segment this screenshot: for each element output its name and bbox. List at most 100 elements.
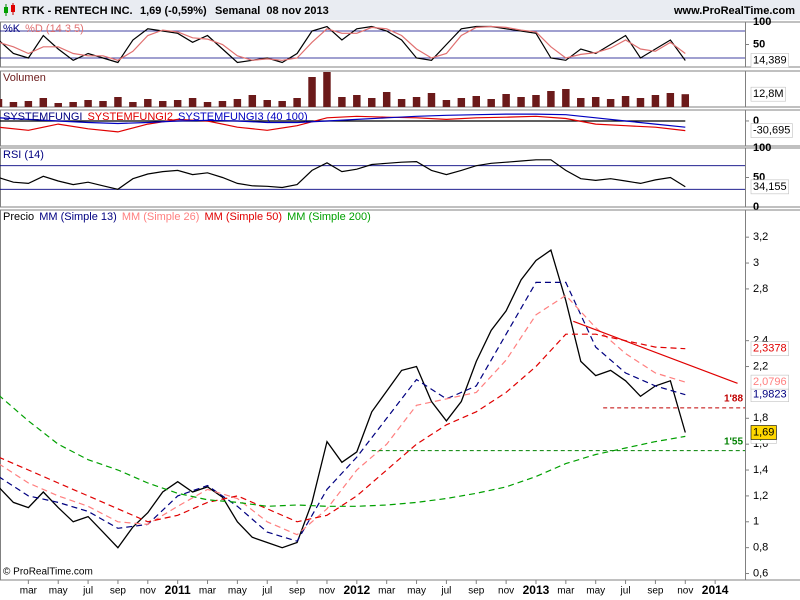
period: Semanal 08 nov 2013 (215, 5, 329, 17)
value-box (750, 53, 789, 68)
x-tick-label: jul (440, 586, 451, 597)
x-tick-label: nov (677, 586, 693, 597)
y-tick-label: 3,2 (753, 231, 768, 243)
series-line (0, 281, 686, 542)
candle-icon (4, 3, 15, 16)
y-tick-label: 0,6 (753, 567, 768, 579)
value-box (750, 86, 786, 102)
y-tick-label: 1,2 (753, 490, 768, 502)
x-tick-label: may (586, 586, 605, 597)
legend-entry: MM (Simple 50) (204, 211, 282, 223)
x-tick-label: may (228, 586, 247, 597)
y-tick-label: 0 (753, 115, 759, 127)
panel-frame (0, 21, 800, 68)
quote: 1,69 (-0,59%) (140, 5, 207, 17)
y-tick-label: 2,2 (753, 360, 768, 372)
legend-entry: %D (14 3 5) (25, 23, 84, 35)
x-tick-label: 2013 (523, 583, 550, 597)
x-tick-label: mar (199, 586, 217, 597)
volume-bar (218, 101, 227, 107)
x-tick-label: jul (82, 586, 93, 597)
volume-bar (412, 97, 421, 107)
volume-bar (308, 77, 316, 107)
series-line (0, 249, 686, 549)
x-tick-label: nov (498, 586, 514, 597)
volume-bar (457, 98, 466, 107)
volume-bar (278, 101, 286, 107)
y-tick-label: 100 (753, 16, 771, 28)
volume-bar (382, 92, 391, 107)
volume-bar (54, 103, 62, 107)
volume-bar (0, 99, 3, 107)
y-tick-label: 1,4 (753, 464, 768, 476)
header-bar (0, 0, 800, 20)
last-value-label: 14,389 (753, 54, 787, 66)
y-tick-label: 1,8 (753, 412, 768, 424)
volume-bar (99, 101, 107, 107)
x-tick-label: 2014 (702, 583, 729, 597)
axis-background (745, 20, 800, 600)
volume-bar (338, 97, 346, 107)
panel-frame (0, 147, 800, 208)
support-label: 1'88 (724, 394, 744, 405)
volume-bar (487, 99, 495, 107)
volume-bar (69, 102, 77, 107)
series-line (0, 159, 686, 190)
footer: © ProRealTime.com (3, 567, 93, 578)
series-line (0, 25, 686, 61)
y-tick-label: 2,8 (753, 283, 768, 295)
volume-bar (502, 94, 510, 107)
x-tick-label: jul (261, 586, 272, 597)
x-tick-label: nov (319, 586, 335, 597)
value-box (750, 123, 793, 138)
value-box (750, 179, 789, 195)
volume-bar (248, 95, 257, 107)
x-tick-label: nov (140, 586, 156, 597)
x-tick-label: may (49, 586, 68, 597)
volume-bar (651, 95, 660, 107)
y-tick-label: 3 (753, 257, 759, 269)
value-box (750, 425, 777, 440)
legend-entry: RSI (14) (3, 149, 44, 161)
volume-bar (203, 102, 212, 107)
y-tick-label: 0 (753, 201, 759, 213)
volume-bar (353, 95, 361, 107)
volume-bar (666, 93, 675, 107)
legend-entry: MM (Simple 26) (122, 211, 200, 223)
last-value-label: -30,695 (753, 124, 790, 136)
symbol: RTK - RENTECH INC. (22, 5, 133, 17)
x-tick-label: sep (110, 586, 127, 597)
volume-bar (129, 102, 137, 107)
volume-bar (577, 98, 585, 107)
x-tick-label: mar (557, 586, 575, 597)
volume-bar (9, 102, 18, 107)
volume-bar (547, 91, 555, 107)
legend-entry: SYSTEMFUNGI2 (87, 111, 173, 123)
volume-bar (293, 98, 301, 107)
volume-bar (442, 100, 451, 107)
site: www.ProRealTime.com (673, 5, 795, 17)
series-line (0, 115, 686, 133)
legend-entry: Volumen (3, 72, 46, 84)
volume-bar (173, 100, 182, 107)
volume-bar (233, 99, 242, 107)
legend-entry: MM (Simple 200) (287, 211, 371, 223)
y-tick-label: 0,8 (753, 542, 768, 554)
support-label: 1'55 (724, 436, 744, 447)
volume-bar (636, 98, 645, 107)
volume-bar (472, 96, 480, 107)
volume-bar (591, 97, 600, 107)
legend-entry: MM (Simple 13) (39, 211, 117, 223)
x-tick-label: may (407, 586, 426, 597)
series-line (0, 333, 686, 523)
x-tick-label: sep (468, 586, 485, 597)
y-tick-label: 50 (753, 38, 765, 50)
trendline (573, 320, 738, 384)
x-tick-label: sep (647, 586, 664, 597)
value-box (750, 341, 789, 357)
last-value-label: 1,9823 (753, 389, 787, 401)
x-tick-label: 2011 (165, 583, 191, 597)
x-tick-label: mar (20, 586, 38, 597)
legend-entry: Precio (3, 211, 34, 223)
series-line (0, 395, 686, 507)
